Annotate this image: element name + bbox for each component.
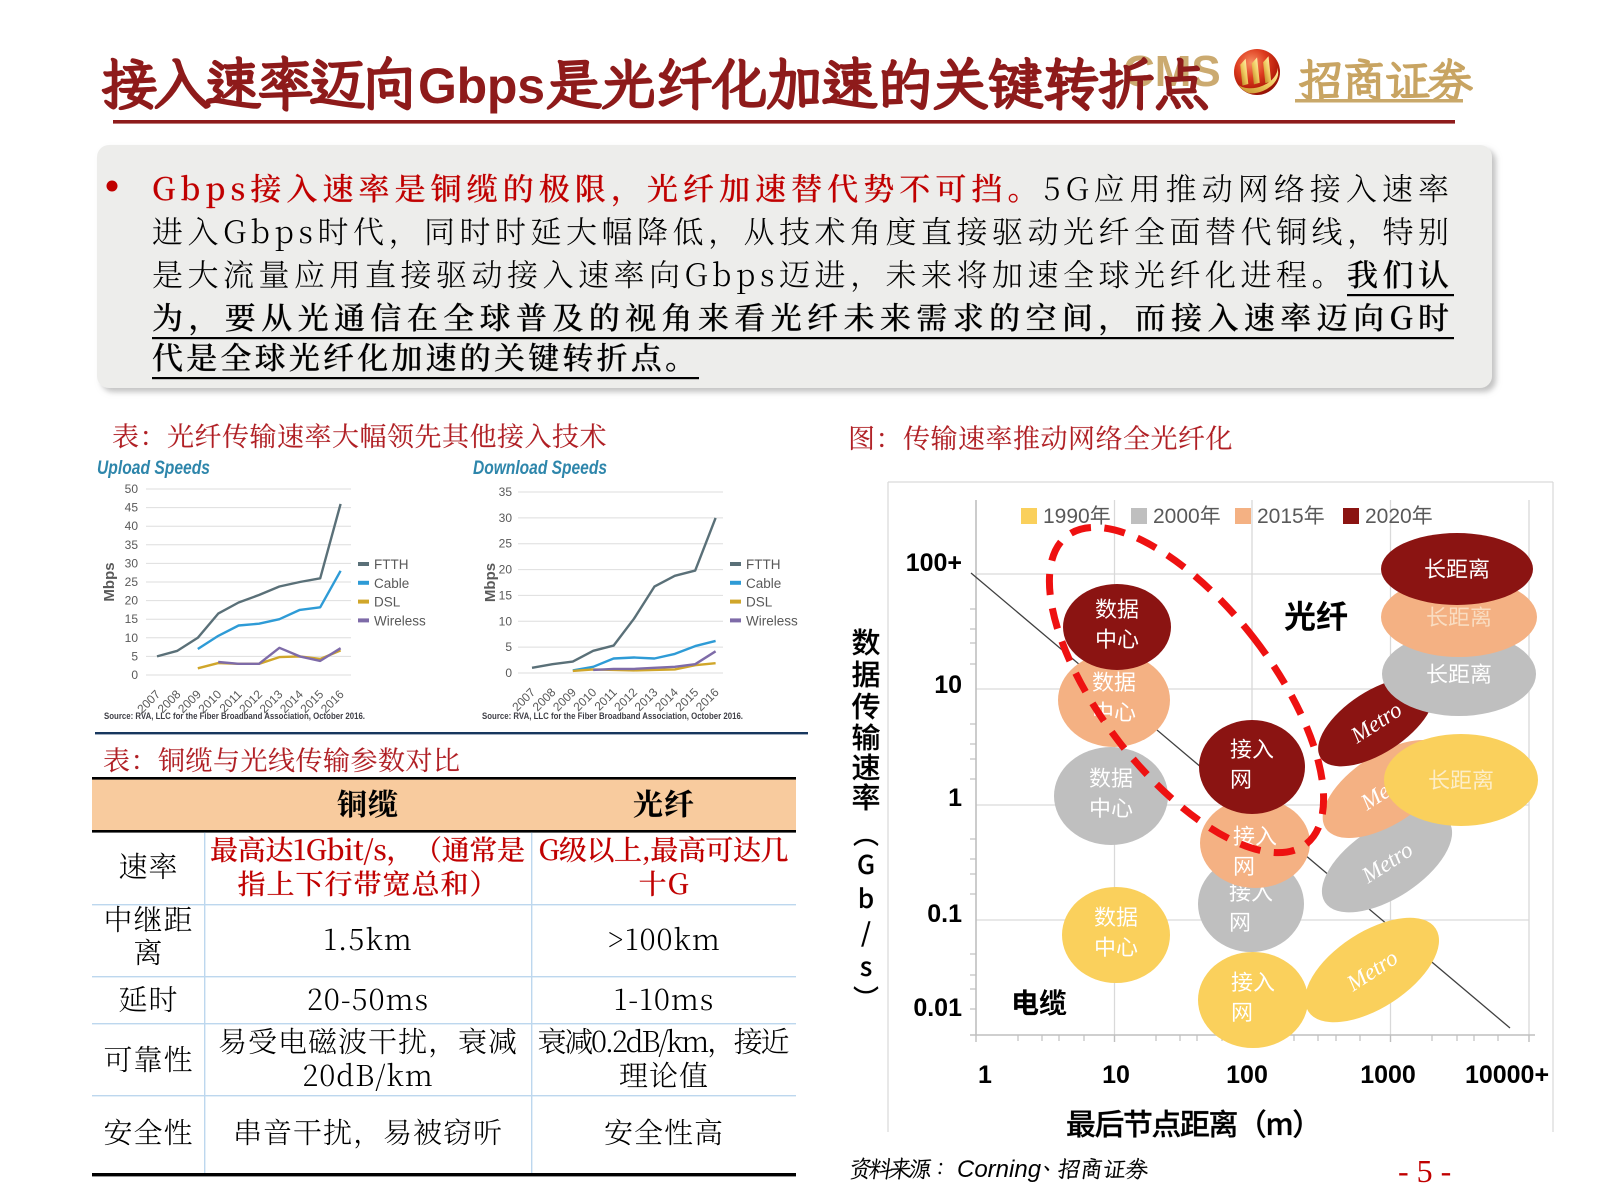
svg-text:0.1: 0.1 [927, 900, 962, 928]
svg-text:25: 25 [499, 537, 513, 551]
svg-text:10: 10 [934, 671, 962, 699]
svg-text:0: 0 [505, 666, 512, 680]
svg-text:Wireless: Wireless [374, 613, 426, 628]
svg-text:10: 10 [1102, 1061, 1130, 1089]
svg-text:10: 10 [125, 631, 139, 645]
svg-text:15: 15 [125, 612, 139, 626]
svg-text:Mbps: Mbps [101, 562, 118, 601]
svg-text:Gbps: Gbps [418, 58, 545, 114]
svg-text:Cable: Cable [374, 576, 409, 591]
svg-text:Source: RVA, LLC for the Fiber: Source: RVA, LLC for the Fiber Broadband… [104, 711, 365, 722]
svg-text:25: 25 [125, 575, 139, 589]
svg-text:DSL: DSL [746, 595, 773, 610]
svg-text:Download Speeds: Download Speeds [473, 458, 607, 479]
svg-text:2000: 2000 [1153, 505, 1200, 528]
svg-text:1: 1 [948, 784, 962, 812]
svg-text:0: 0 [131, 668, 138, 682]
svg-text:DSL: DSL [374, 595, 401, 610]
svg-text:100: 100 [1226, 1061, 1268, 1089]
svg-text:0.01: 0.01 [913, 994, 962, 1022]
svg-text:1: 1 [978, 1061, 992, 1089]
svg-text:50: 50 [125, 482, 139, 496]
svg-text:30: 30 [499, 511, 513, 525]
svg-text:100+: 100+ [906, 549, 962, 577]
svg-text:35: 35 [499, 485, 513, 499]
svg-text:15: 15 [499, 588, 513, 602]
svg-text:Cable: Cable [746, 576, 781, 591]
svg-text:45: 45 [125, 501, 139, 515]
svg-text:1000: 1000 [1360, 1061, 1416, 1089]
svg-text:Corning: Corning [957, 1156, 1042, 1183]
svg-text:10000+: 10000+ [1465, 1061, 1549, 1089]
svg-text:20: 20 [125, 594, 139, 608]
svg-text:2015: 2015 [1257, 505, 1304, 528]
svg-text:Wireless: Wireless [746, 613, 798, 628]
svg-text:30: 30 [125, 556, 139, 570]
svg-text:1990: 1990 [1043, 505, 1090, 528]
svg-text:- 5 -: - 5 - [1398, 1153, 1451, 1189]
svg-text:5: 5 [131, 649, 138, 663]
svg-text:10: 10 [499, 614, 513, 628]
svg-text:2020: 2020 [1365, 505, 1412, 528]
svg-text:Mbps: Mbps [482, 563, 499, 602]
svg-text:40: 40 [125, 519, 139, 533]
svg-text:Source: RVA, LLC for the Fiber: Source: RVA, LLC for the Fiber Broadband… [482, 711, 743, 722]
svg-text:Upload Speeds: Upload Speeds [97, 458, 210, 479]
svg-text:FTTH: FTTH [746, 557, 781, 572]
svg-text:FTTH: FTTH [374, 557, 409, 572]
svg-text:35: 35 [125, 538, 139, 552]
svg-text:20: 20 [499, 563, 513, 577]
svg-text:5: 5 [505, 640, 512, 654]
